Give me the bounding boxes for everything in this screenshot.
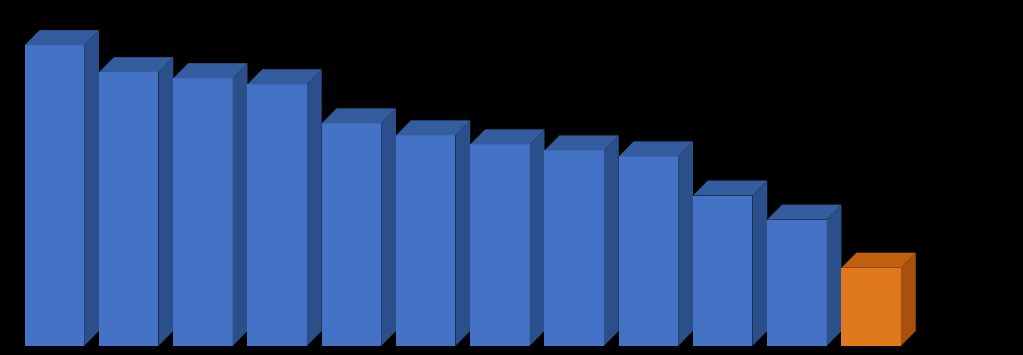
Polygon shape [544, 135, 619, 151]
Polygon shape [604, 135, 619, 346]
Polygon shape [842, 268, 901, 346]
Polygon shape [530, 129, 544, 346]
Polygon shape [232, 63, 248, 346]
Polygon shape [619, 141, 693, 157]
Polygon shape [471, 129, 544, 144]
Polygon shape [471, 144, 530, 346]
Polygon shape [248, 69, 322, 84]
Polygon shape [84, 30, 99, 346]
Polygon shape [382, 108, 396, 346]
Polygon shape [99, 72, 159, 346]
Polygon shape [767, 204, 842, 220]
Polygon shape [173, 63, 248, 78]
Polygon shape [99, 57, 173, 72]
Polygon shape [693, 196, 752, 346]
Polygon shape [842, 253, 916, 268]
Polygon shape [248, 84, 307, 346]
Polygon shape [396, 120, 471, 135]
Polygon shape [678, 141, 693, 346]
Polygon shape [322, 108, 396, 123]
Polygon shape [173, 78, 232, 346]
Polygon shape [767, 220, 827, 346]
Polygon shape [159, 57, 173, 346]
Polygon shape [396, 135, 455, 346]
Polygon shape [693, 180, 767, 196]
Polygon shape [25, 45, 84, 346]
Polygon shape [752, 180, 767, 346]
Polygon shape [322, 123, 382, 346]
Polygon shape [307, 69, 322, 346]
Polygon shape [619, 157, 678, 346]
Polygon shape [25, 30, 99, 45]
Polygon shape [827, 204, 842, 346]
Polygon shape [544, 151, 604, 346]
Polygon shape [901, 253, 916, 346]
Polygon shape [455, 120, 471, 346]
